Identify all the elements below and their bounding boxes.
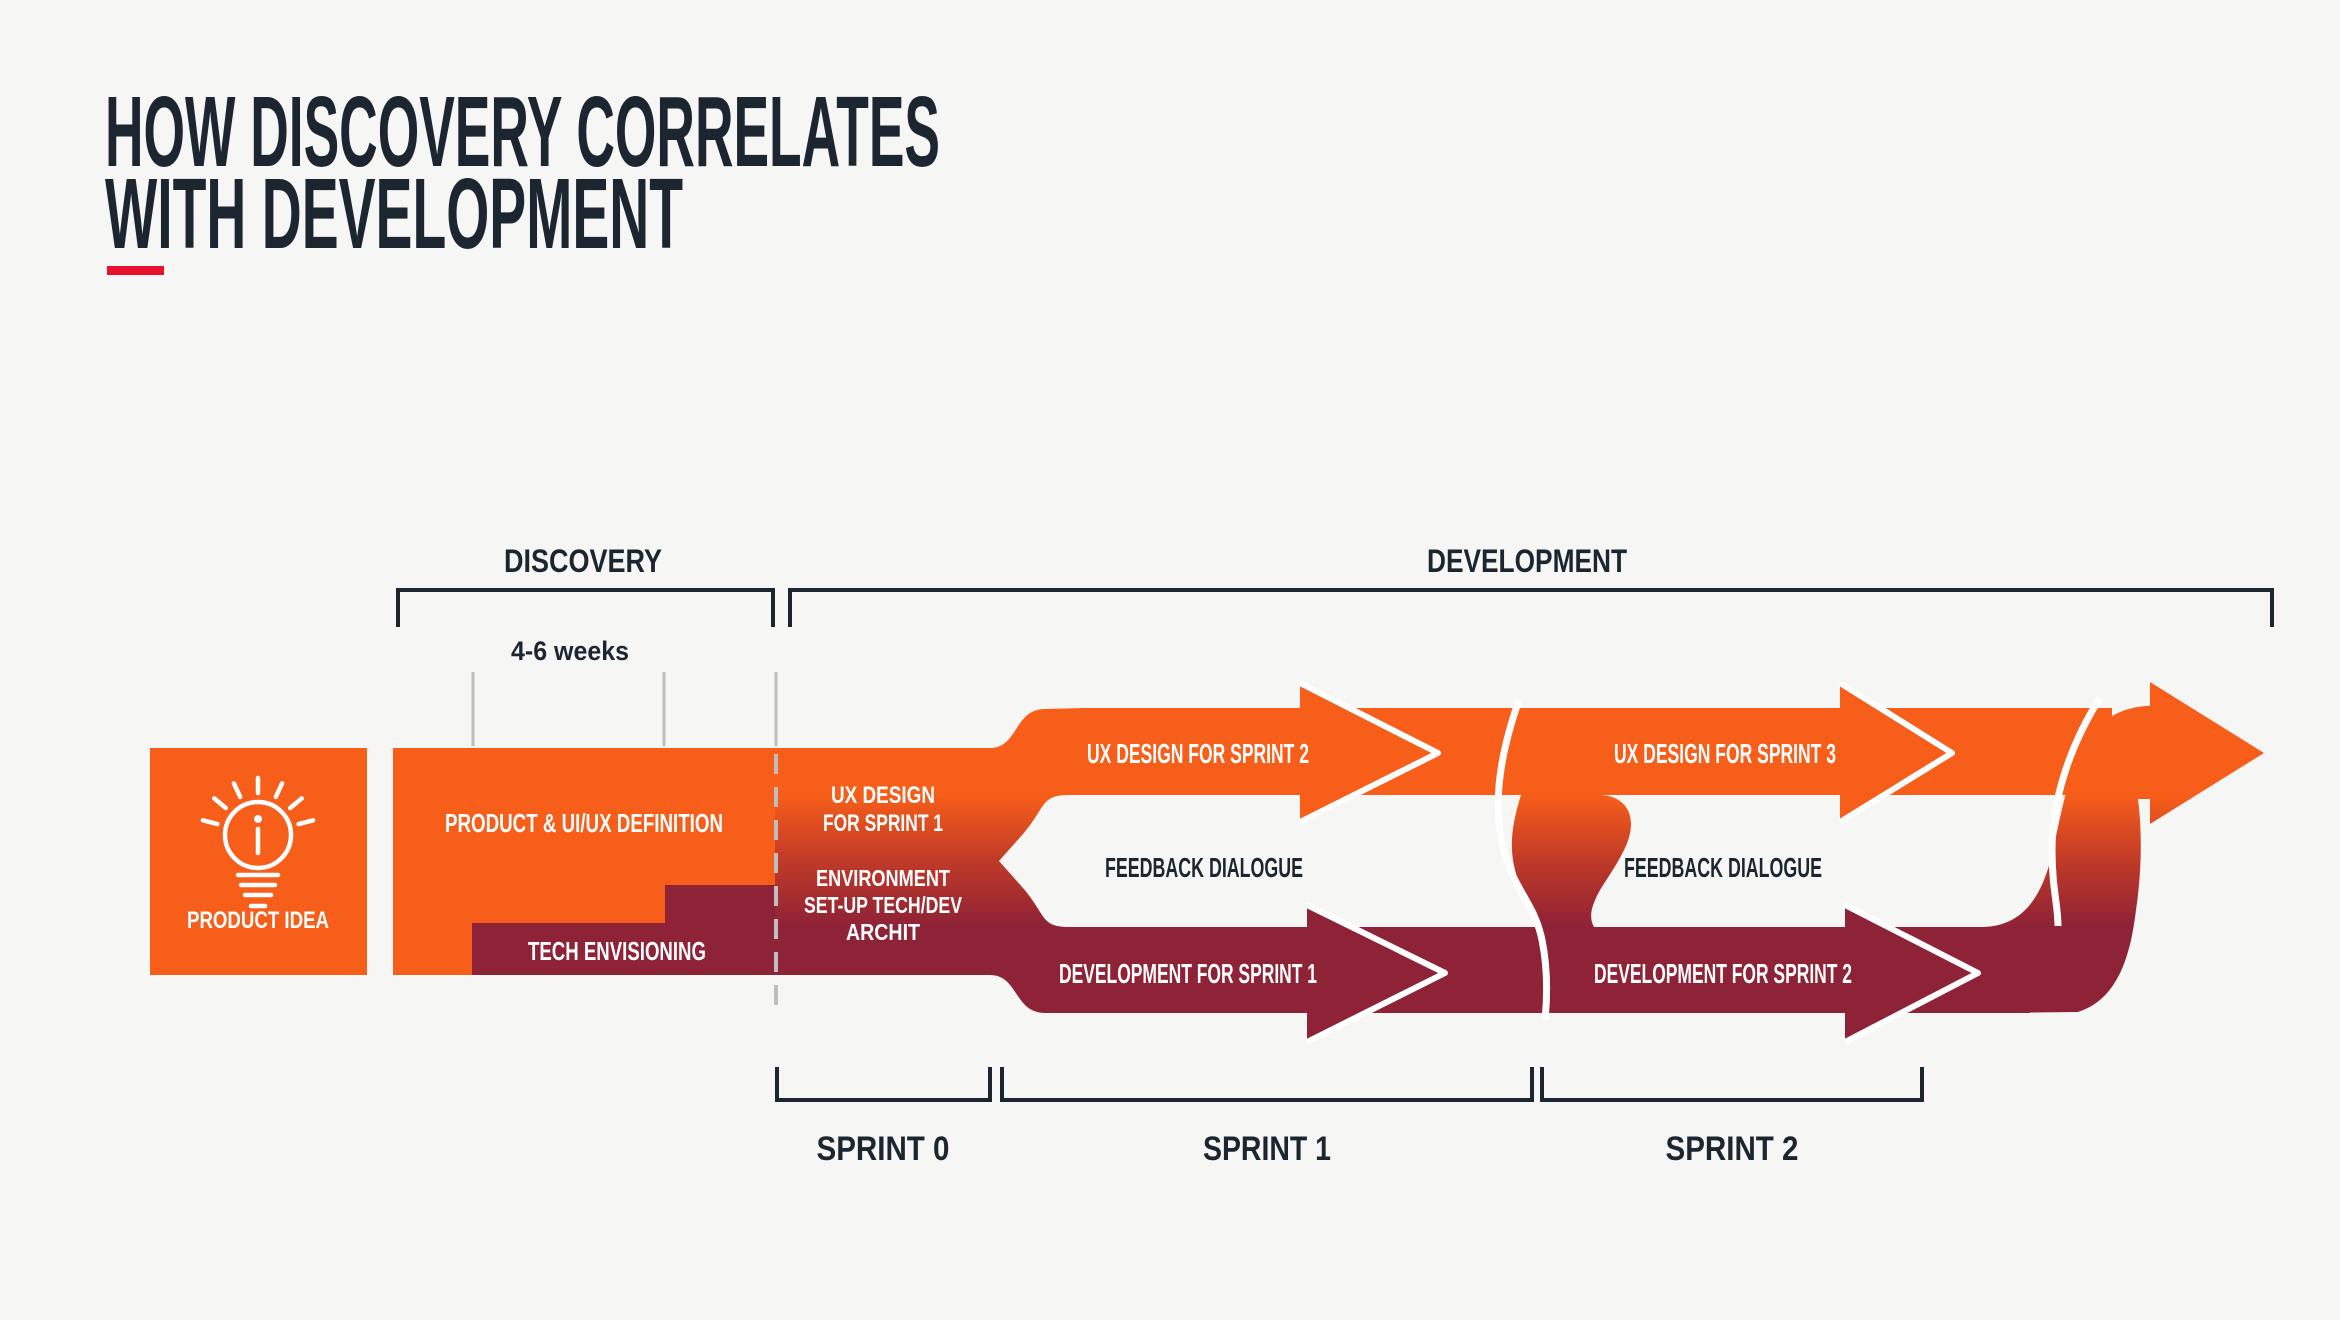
discovery-bracket	[396, 588, 775, 627]
tech-envisioning-label: TECH ENVISIONING	[528, 936, 706, 966]
sprint2-label: SPRINT 2	[1666, 1130, 1799, 1168]
feedback-dialogue-label-2: FEEDBACK DIALOGUE	[1624, 852, 1822, 883]
sprint0-bracket	[775, 1067, 992, 1102]
dev-sprint1-label: DEVELOPMENT FOR SPRINT 1	[1059, 958, 1317, 989]
product-idea-label: PRODUCT IDEA	[187, 907, 329, 934]
crossover1-ribbon	[1511, 795, 1631, 927]
page-title-line1: HOW DISCOVERY CORRELATES	[105, 76, 940, 188]
feedback-dialogue-label-1: FEEDBACK DIALOGUE	[1105, 852, 1303, 883]
crossover1-white-gap	[1494, 698, 1551, 1021]
ux-sprint1-label-line2: FOR SPRINT 1	[823, 810, 943, 837]
ux-sprint3-label: UX DESIGN FOR SPRINT 3	[1614, 738, 1836, 769]
product-definition-label: PRODUCT & UI/UX DEFINITION	[445, 808, 723, 838]
sprint2-bracket	[1540, 1067, 1924, 1102]
lightbulb-idea-icon	[200, 775, 316, 909]
sprint1-label: SPRINT 1	[1203, 1130, 1331, 1168]
discovery-duration-label: 4-6 weeks	[511, 636, 629, 666]
dev-sprint1-arrowhead	[1305, 902, 1448, 1045]
ux-sprint2-label: UX DESIGN FOR SPRINT 2	[1087, 738, 1309, 769]
ux-sprint2-arrowhead	[1298, 680, 1441, 825]
environment-label-line2: SET-UP TECH/DEV	[804, 892, 963, 918]
title-accent-dash	[107, 266, 164, 275]
final-rising-ribbon	[1983, 682, 2264, 1013]
discovery-phase-label: DISCOVERY	[504, 543, 662, 579]
page-title-line2: WITH DEVELOPMENT	[105, 158, 683, 270]
sprint0-label: SPRINT 0	[817, 1130, 950, 1168]
tech-envisioning-bar	[472, 885, 775, 975]
environment-label-line1: ENVIRONMENT	[816, 865, 950, 891]
environment-label-line3: ARCHIT	[846, 919, 920, 945]
sprint1-bracket	[1000, 1067, 1534, 1102]
dev-sprint2-arrowhead	[1843, 902, 1981, 1045]
crossover2-white-gap	[2048, 696, 2103, 927]
sprint0-block	[775, 708, 1086, 1013]
development-phase-label: DEVELOPMENT	[1427, 543, 1627, 579]
dev-sprint2-label: DEVELOPMENT FOR SPRINT 2	[1594, 958, 1852, 989]
development-bracket	[788, 588, 2274, 627]
ux-sprint1-label-line1: UX DESIGN	[831, 782, 935, 809]
ux-sprint3-arrowhead	[1838, 680, 1955, 825]
